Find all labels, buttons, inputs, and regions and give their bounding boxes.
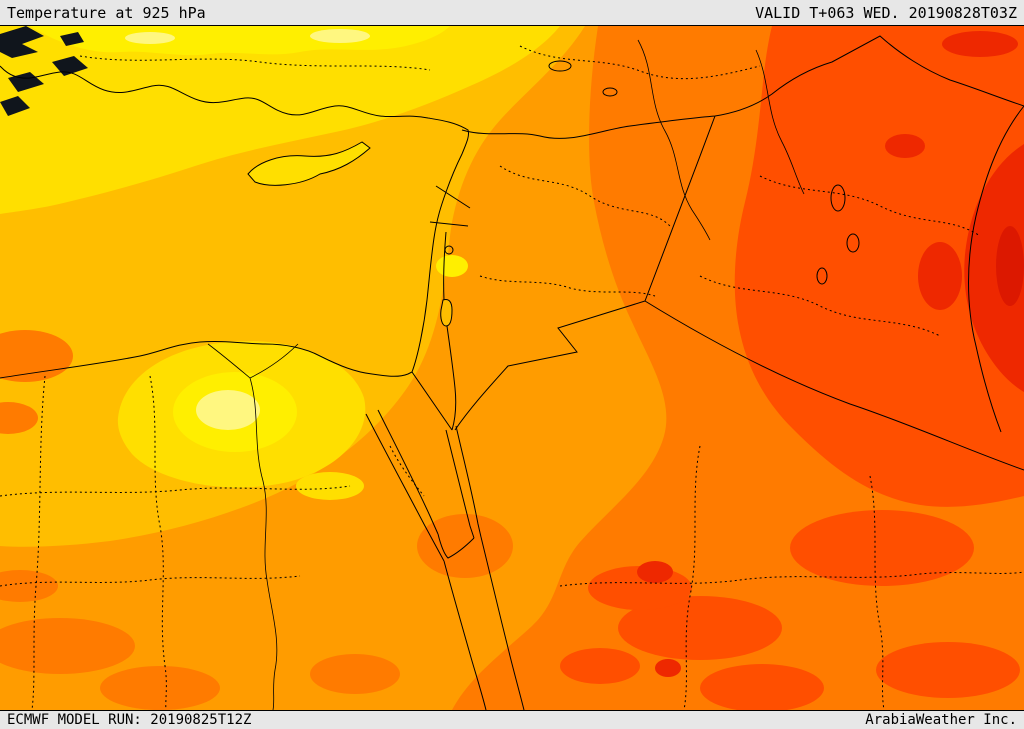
river-euphrates — [637, 39, 711, 241]
border-syria-turkey — [461, 35, 1024, 139]
map-title: Temperature at 925 hPa — [7, 3, 206, 22]
isotherm-blobs-red-orange — [560, 510, 1020, 710]
border-jordan-saudi — [454, 300, 646, 431]
isotherm-region-red-right-edge — [964, 144, 1024, 392]
border-iraq-saudi — [644, 300, 1024, 471]
model-run-label: ECMWF MODEL RUN: 20190825T12Z — [7, 712, 252, 728]
border-iran-iraq — [968, 105, 1024, 433]
lakes-turkey-iraq — [548, 60, 860, 285]
isotherm-spots-pale-top — [125, 29, 370, 44]
isotherm-spot-deep-red — [996, 226, 1024, 306]
isotherm-spot-levant-bright — [436, 255, 468, 277]
border-levant — [411, 185, 471, 431]
admin-boundaries-dotted — [0, 45, 1024, 710]
island-cyprus — [247, 141, 371, 186]
isotherm-blobs-dark-orange — [0, 330, 513, 710]
top-title-bar: Temperature at 925 hPa VALID T+063 WED. … — [0, 0, 1024, 26]
coastline-red-sea — [443, 536, 525, 710]
coastline-mediterranean — [0, 65, 469, 379]
border-syria-iraq — [644, 115, 716, 302]
temperature-map-canvas — [0, 26, 1024, 710]
coastline-gulf-of-aqaba — [445, 425, 482, 539]
isotherm-blobs-red — [637, 31, 1018, 677]
branding-label: ArabiaWeather Inc. — [865, 712, 1017, 728]
isotherm-spot-delta-pale — [196, 390, 260, 430]
lake-dead-sea — [440, 299, 453, 327]
river-nile — [207, 343, 299, 710]
coastline-sinai-tip — [437, 533, 475, 559]
river-tigris — [755, 49, 805, 195]
aegean-islands-marks — [0, 26, 88, 116]
boundary-linework — [0, 35, 1024, 710]
temperature-map — [0, 26, 1024, 710]
valid-time-label: VALID T+063 WED. 20190828T03Z — [755, 3, 1017, 22]
isotherm-region-yellow-northwest — [0, 26, 560, 214]
bottom-info-bar: ECMWF MODEL RUN: 20190825T12Z ArabiaWeat… — [0, 710, 1024, 729]
coastline-gulf-of-suez — [365, 409, 445, 562]
isotherm-spot-east-delta-yellow — [296, 472, 364, 500]
